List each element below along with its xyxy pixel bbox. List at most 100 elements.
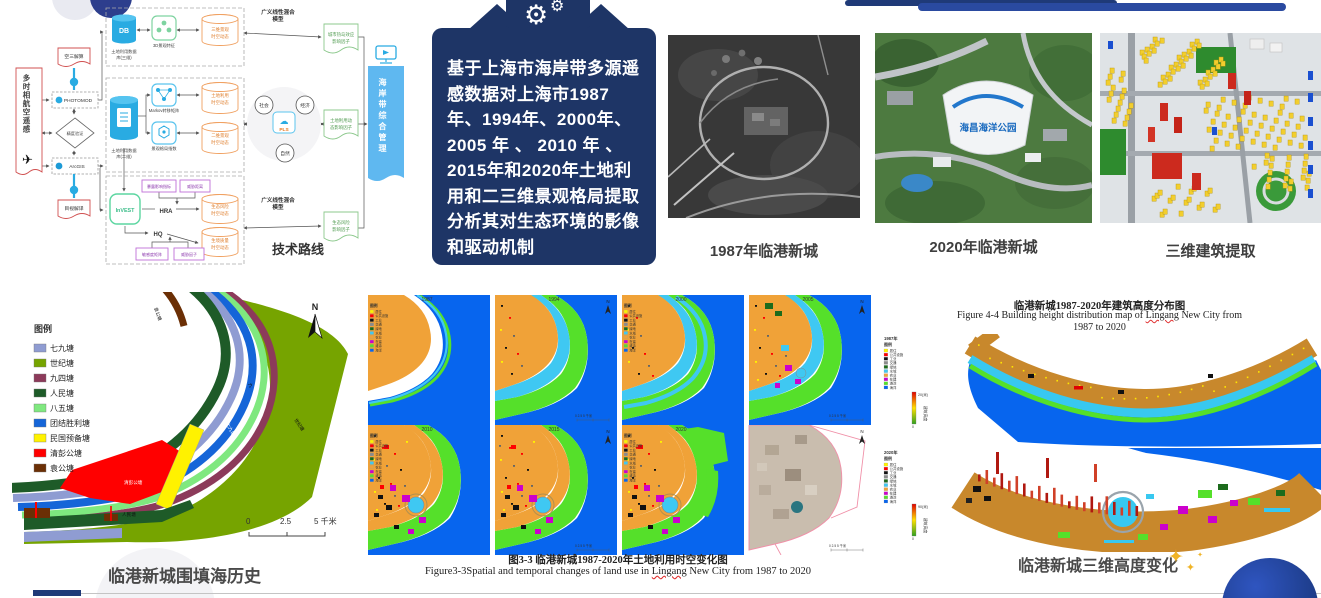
svg-text:InVEST: InVEST <box>116 208 136 214</box>
svg-text:广义线性混合: 广义线性混合 <box>261 8 295 16</box>
svg-text:2020: 2020 <box>675 427 686 433</box>
svg-text:经济: 经济 <box>300 102 310 109</box>
cylinder-habitat: 生境质量 时空动态 <box>201 227 239 257</box>
svg-text:水域: 水域 <box>629 460 636 465</box>
svg-text:生境质量: 生境质量 <box>211 237 229 244</box>
deco-bottom-line <box>80 593 1321 594</box>
multi-temporal-doc <box>15 67 43 175</box>
cylinder-landuse: 土地利用 时空动态 <box>201 82 239 114</box>
svg-text:清彭公塘: 清彭公塘 <box>50 448 82 458</box>
photo-3d-caption: 三维建筑提取 <box>1165 243 1256 260</box>
svg-text:农业: 农业 <box>890 373 897 378</box>
svg-text:公共设施: 公共设施 <box>890 352 904 357</box>
svg-text:农业: 农业 <box>375 465 381 470</box>
svg-text:土地利用数据: 土地利用数据 <box>111 48 136 55</box>
svg-text:时空动态: 时空动态 <box>211 33 229 40</box>
visual-interpretation-doc <box>57 199 91 219</box>
svg-text:90(米): 90(米) <box>918 504 928 509</box>
svg-text:2010: 2010 <box>421 427 432 433</box>
land-mass-3d <box>951 472 1321 552</box>
svg-text:袁公塘: 袁公塘 <box>152 306 163 322</box>
svg-text:水域: 水域 <box>375 460 382 465</box>
threat-factor-box <box>173 247 205 261</box>
svg-text:农业: 农业 <box>629 335 635 340</box>
svg-text:2005: 2005 <box>802 297 813 303</box>
exposure-box <box>141 179 177 193</box>
gear-icon: ⚙ <box>524 0 549 30</box>
svg-text:2015: 2015 <box>548 427 559 433</box>
heights-title-cn: 临港新城1987-2020年建筑高度分布图 <box>1013 301 1186 312</box>
svg-text:HQ: HQ <box>154 232 163 238</box>
svg-text:库(二维): 库(二维) <box>116 153 132 160</box>
svg-text:景观格局指数: 景观格局指数 <box>151 145 177 152</box>
svg-text:N: N <box>312 302 319 312</box>
svg-text:交通: 交通 <box>629 322 636 327</box>
svg-text:N: N <box>860 299 863 304</box>
svg-text:0: 0 <box>912 537 914 541</box>
svg-text:1994: 1994 <box>548 297 559 303</box>
svg-text:九四塘: 九四塘 <box>50 373 74 383</box>
landuse-map-2005: N 0 2.5 5 千米 2005 <box>745 295 871 425</box>
svg-text:交通: 交通 <box>890 474 897 479</box>
svg-text:在建: 在建 <box>629 339 636 344</box>
svg-text:在建: 在建 <box>375 339 382 344</box>
svg-text:HRA: HRA <box>160 209 174 215</box>
svg-text:清彭公塘: 清彭公塘 <box>124 479 143 486</box>
aerial-triangulation-doc <box>57 47 91 67</box>
svg-text:绿地: 绿地 <box>375 326 382 331</box>
svg-text:水域: 水域 <box>375 330 382 335</box>
deco-circle-light <box>52 0 98 20</box>
svg-text:公共设施: 公共设施 <box>375 443 389 448</box>
svg-text:居住: 居住 <box>375 439 382 444</box>
roadmap-flowchart: 空三解算 PHOTOMOD 精度验证 ArcGIS 目视解译 DB 土地利用数据… <box>15 7 404 265</box>
svg-text:海洋: 海洋 <box>375 478 382 483</box>
svg-text:滩涂: 滩涂 <box>375 473 382 478</box>
svg-text:海洋: 海洋 <box>629 348 636 353</box>
svg-text:滩涂: 滩涂 <box>629 473 636 478</box>
svg-text:☁: ☁ <box>280 116 289 126</box>
svg-text:图例: 图例 <box>884 341 892 347</box>
svg-text:时空动态: 时空动态 <box>211 139 229 146</box>
svg-text:生态风险: 生态风险 <box>211 203 229 210</box>
svg-text:广义线性混合: 广义线性混合 <box>261 196 295 204</box>
svg-text:公共设施: 公共设施 <box>629 313 643 318</box>
svg-text:工业: 工业 <box>375 447 381 452</box>
svg-text:居住: 居住 <box>629 309 636 314</box>
risk-output-doc <box>323 211 359 242</box>
svg-text:生态风险: 生态风险 <box>332 219 350 226</box>
landuse-caption-cn: 图3-3 临港新城1987-2020年土地利用时空变化图 <box>508 555 728 566</box>
svg-text:PLS: PLS <box>279 127 289 133</box>
svg-text:社会: 社会 <box>259 102 269 109</box>
svg-text:海洋: 海洋 <box>890 385 897 390</box>
svg-text:海洋: 海洋 <box>629 478 636 483</box>
svg-text:公共设施: 公共设施 <box>890 466 904 471</box>
svg-text:建筑高度: 建筑高度 <box>923 518 928 533</box>
landuse-map-1987: 图例 居住 公共设施 工业 交通 绿地 水域 农业 在建 滩涂 海洋 1987 <box>364 294 490 425</box>
cylinder-3d-landscape: 三维景观 时空动态 <box>201 14 239 46</box>
svg-text:人民塘: 人民塘 <box>50 388 74 398</box>
monitor-icon <box>375 45 397 64</box>
svg-text:交通: 交通 <box>375 322 382 327</box>
reclamation-caption: 临港新城围填海历史 <box>108 567 261 586</box>
svg-text:2020年: 2020年 <box>884 449 898 456</box>
svg-text:空三解算: 空三解算 <box>64 53 83 60</box>
photo-2020: 海昌海洋公园 <box>875 33 1092 223</box>
svg-text:公共设施: 公共设施 <box>629 443 643 448</box>
svg-text:自然: 自然 <box>280 150 290 157</box>
landuse-map-2000: 图例 居住 公共设施 工业 交通 绿地 水域 农业 在建 滩涂 海洋 2000 <box>618 295 744 425</box>
heights-title-en: Figure 4-4 Building height distribution … <box>957 310 1242 321</box>
yuangong-dike-band <box>162 292 188 327</box>
svg-text:工业: 工业 <box>890 356 897 361</box>
svg-text:DB: DB <box>119 28 129 35</box>
roof-text: 海昌海洋公园 <box>959 122 1016 134</box>
svg-text:时空动态: 时空动态 <box>211 99 229 106</box>
svg-text:5 千米: 5 千米 <box>314 516 337 526</box>
svg-text:时空动态: 时空动态 <box>211 210 229 217</box>
svg-text:交通: 交通 <box>890 360 897 365</box>
svg-text:在建: 在建 <box>890 377 897 382</box>
svg-text:0 2.5 5 千米: 0 2.5 5 千米 <box>575 543 593 548</box>
svg-text:三维景观: 三维景观 <box>211 26 229 33</box>
